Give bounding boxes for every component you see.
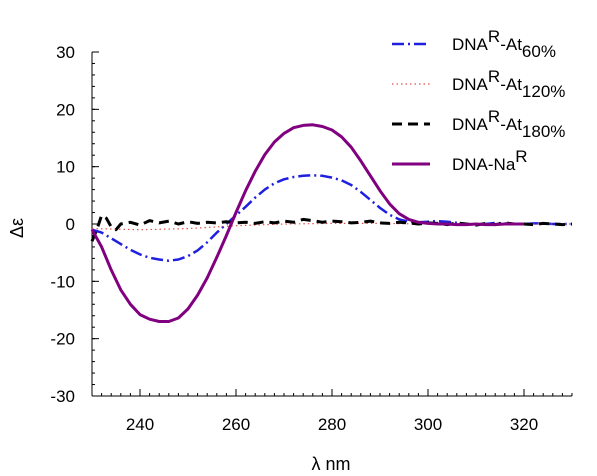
x-tick-label: 260 (222, 415, 250, 434)
x-tick-label: 280 (318, 415, 346, 434)
y-tick-label: 20 (56, 100, 75, 119)
series-line-4 (90, 123, 524, 323)
y-axis-title: Δε (7, 218, 27, 238)
y-tick-label: -20 (50, 330, 75, 349)
y-tick-label: -30 (50, 387, 75, 406)
series-line-3 (90, 213, 573, 242)
legend-label-4: DNA-NaR (452, 147, 528, 174)
x-tick-label: 240 (126, 415, 154, 434)
axes: -30 -20 -10 0 10 20 30 240 260 280 300 320 (50, 43, 573, 434)
legend-label-1: DNAR-At60% (452, 27, 556, 61)
y-tick-label: 30 (56, 43, 75, 62)
legend-label-2: DNAR-At120% (452, 67, 565, 101)
plot-area (90, 123, 573, 323)
x-axis-title: λ nm (311, 454, 350, 474)
legend-label-3: DNAR-At180% (452, 107, 565, 141)
y-tick-label: 0 (66, 215, 75, 234)
x-tick-label: 320 (510, 415, 538, 434)
y-tick-label: -10 (50, 272, 75, 291)
y-tick-label: 10 (56, 158, 75, 177)
series-line-1 (91, 174, 572, 262)
x-tick-label: 300 (414, 415, 442, 434)
legend: DNAR-At60% DNAR-At120% DNAR-At180% DNA-NaR (392, 27, 565, 174)
